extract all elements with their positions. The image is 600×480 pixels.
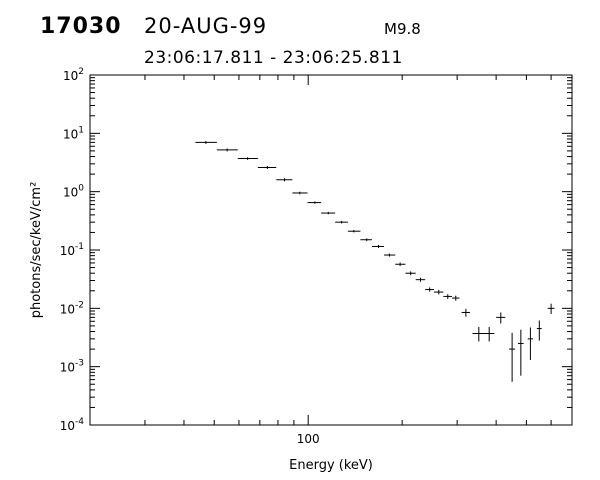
data-point [237, 157, 258, 160]
data-point [195, 140, 217, 144]
y-tick-label: 10-1 [60, 242, 84, 258]
data-point [483, 326, 495, 342]
y-tick-exponent: 1 [78, 125, 84, 135]
data-point [360, 238, 372, 242]
event-date: 20-AUG-99 [144, 14, 268, 38]
data-point [547, 303, 555, 314]
x-tick-label: 100 [297, 432, 320, 446]
y-axis-label: photons/sec/keV/cm² [29, 182, 44, 319]
y-tick-label: 10-3 [60, 359, 84, 375]
data-point [371, 244, 385, 249]
y-tick-label: 100 [63, 184, 84, 200]
data-point [415, 277, 426, 282]
y-tick-label: 10-4 [60, 417, 85, 433]
data-point [347, 230, 361, 233]
data-point [527, 327, 533, 361]
data-point [496, 312, 506, 324]
data-point [257, 166, 277, 169]
y-tick-base: 10 [60, 302, 75, 316]
event-id: 17030 [40, 14, 122, 39]
y-tick-exponent: -4 [75, 417, 84, 427]
time-range: 23:06:17.811 - 23:06:25.811 [144, 48, 403, 68]
data-point [461, 308, 471, 317]
data-point [443, 294, 453, 299]
y-tick-exponent: -2 [75, 300, 84, 310]
data-point [452, 295, 460, 301]
data-point [216, 148, 238, 152]
data-point [536, 320, 542, 341]
y-tick-label: 10-2 [60, 300, 84, 316]
data-point [434, 289, 444, 295]
x-tick-labels: 100 [297, 432, 320, 446]
data-point [276, 178, 293, 182]
plot-frame [89, 74, 573, 426]
y-tick-exponent: -3 [75, 359, 84, 369]
data-point [321, 211, 336, 215]
data-point [517, 329, 524, 376]
y-axis-ticks [90, 74, 572, 426]
data-point [472, 326, 485, 342]
x-axis-label: Energy (keV) [289, 458, 373, 473]
y-tick-base: 10 [60, 244, 75, 258]
data-points [195, 140, 555, 382]
y-tick-base: 10 [63, 127, 78, 141]
y-tick-base: 10 [63, 69, 78, 83]
y-tick-exponent: 2 [78, 67, 84, 77]
y-tick-exponent: -1 [75, 242, 84, 252]
data-point [395, 262, 406, 267]
data-point [405, 271, 416, 276]
data-point [384, 253, 396, 257]
goes-class: M9.8 [384, 20, 421, 38]
y-tick-base: 10 [60, 361, 75, 375]
y-tick-exponent: 0 [78, 184, 84, 194]
y-tick-label: 102 [63, 67, 84, 83]
x-axis-ticks [89, 75, 573, 425]
data-point [509, 332, 516, 382]
data-point [292, 191, 308, 195]
data-point [425, 287, 435, 292]
data-point [335, 220, 348, 224]
data-point [307, 201, 322, 204]
y-tick-label: 101 [63, 125, 84, 141]
y-tick-base: 10 [63, 186, 78, 200]
y-tick-base: 10 [60, 419, 75, 433]
